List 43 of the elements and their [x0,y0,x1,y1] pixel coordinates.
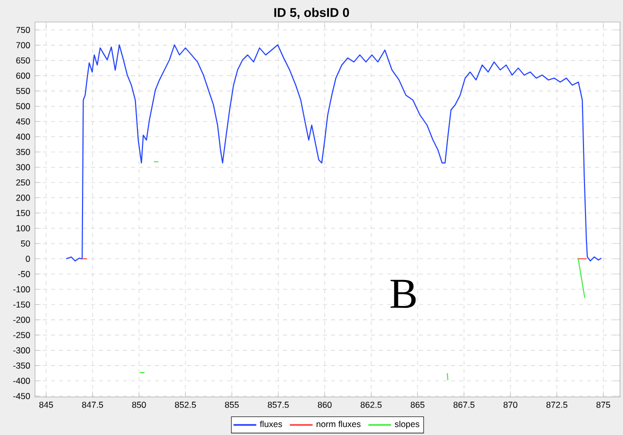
y-tick-label: 50 [21,240,30,247]
y-tick-label: 350 [16,148,30,156]
x-tick-label: 872.5 [546,402,568,408]
y-tick-label: 0 [26,256,30,262]
x-tick-label: 865 [410,402,424,408]
y-tick-label: 100 [16,225,30,232]
y-tick-label: 550 [16,88,30,94]
annotation: B [390,280,416,308]
legend-label: fluxes [260,420,282,428]
y-tick-label: -50 [18,270,30,278]
legend-label: slopes [394,420,420,429]
y-tick-label: -100 [13,286,30,292]
x-tick-label: 860 [318,402,332,408]
x-tick-label: 855 [225,402,239,408]
x-tick-label: 852.5 [174,402,196,408]
y-tick-label: 250 [16,179,30,186]
chart-title: ID 5, obsID 0 [274,8,349,19]
y-tick-label: 400 [16,134,30,140]
y-tick-label: 150 [16,210,30,216]
x-tick-label: 875 [596,402,610,408]
y-tick-label: 200 [16,194,30,201]
x-tick-label: 850 [132,402,146,408]
x-tick-label: 845 [39,402,54,408]
x-tick-label: 847.5 [82,402,104,408]
y-tick-label: 650 [16,57,30,64]
y-tick-label: 600 [16,72,30,79]
x-tick-label: 870 [504,402,518,408]
y-tick-label: 500 [16,103,30,110]
x-tick-label: 867.5 [454,402,474,408]
y-tick-label: -150 [13,301,30,308]
y-tick-label: 450 [16,118,30,125]
y-tick-label: -200 [13,316,30,323]
y-tick-label: 750 [16,26,30,33]
legend-label: norm fluxes [316,420,361,428]
y-tick-label: -350 [13,362,30,369]
y-tick-label: 300 [16,164,30,170]
y-tick-label: 700 [16,42,30,48]
x-tick-label: 862.5 [360,402,382,408]
y-tick-label: -250 [13,332,30,338]
y-tick-label: -450 [13,393,30,400]
x-tick-label: 857.5 [268,402,289,408]
y-tick-label: -300 [13,347,30,354]
y-tick-label: -400 [13,378,30,384]
